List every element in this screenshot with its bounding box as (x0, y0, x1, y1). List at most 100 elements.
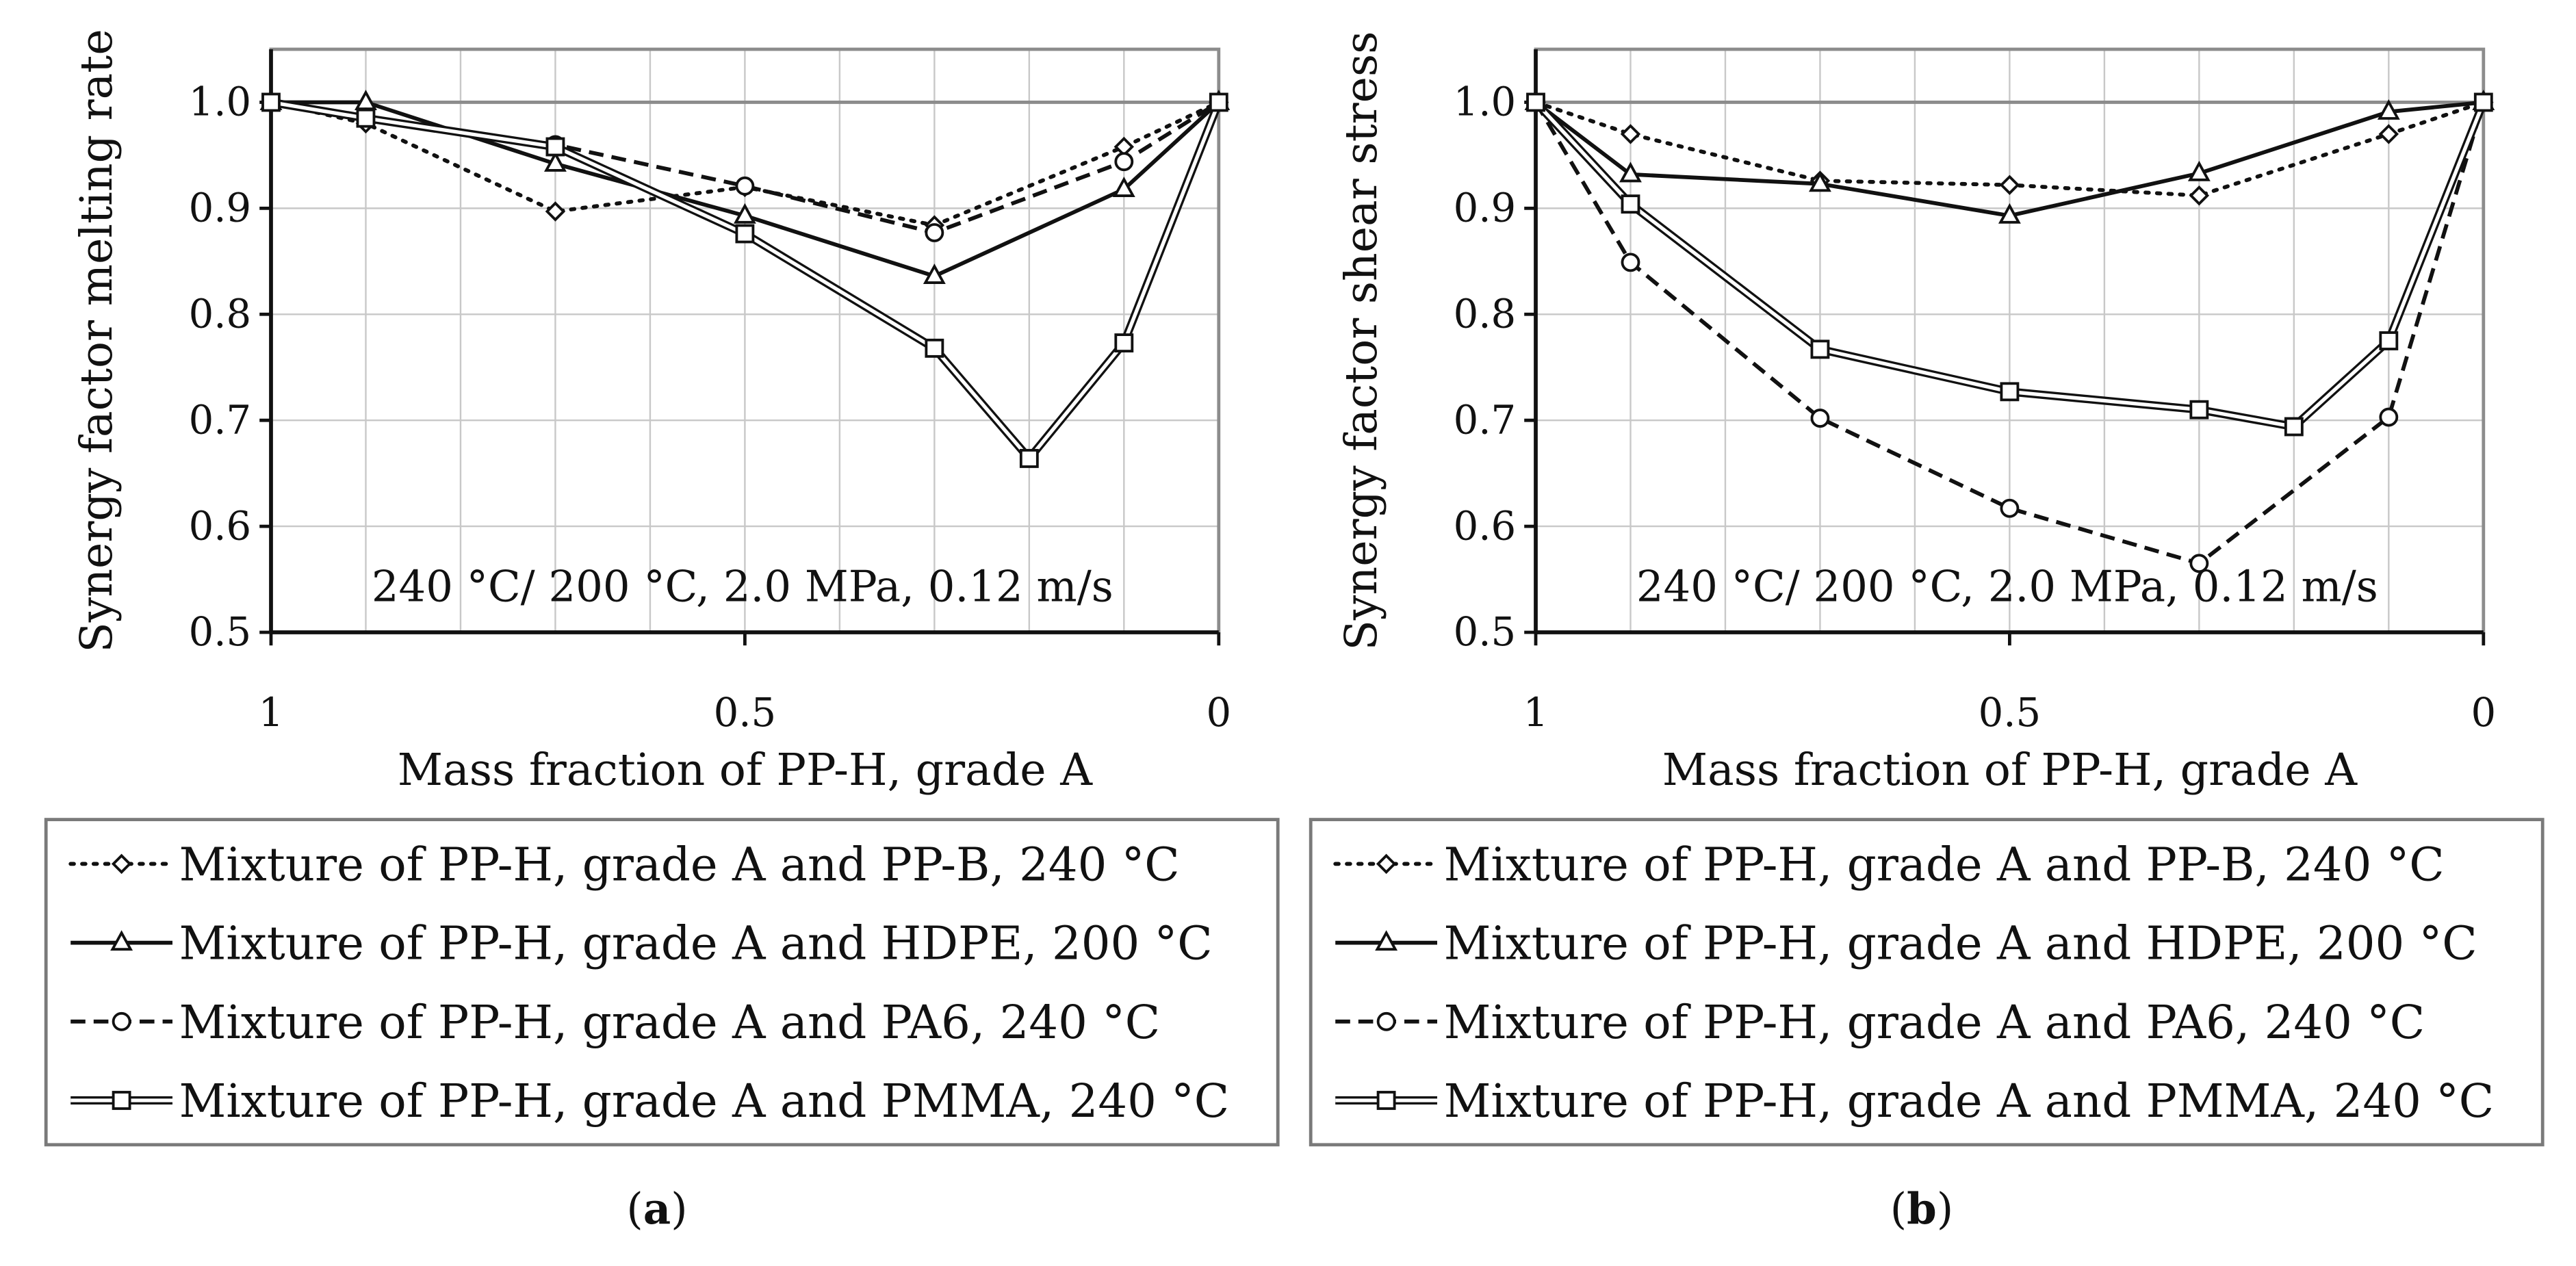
chart-a-y-axis-label: Synergy factor melting rate (71, 29, 123, 652)
legend-b: Mixture of PP-H, grade A and PP-B, 240 °… (1309, 818, 2545, 1147)
chart-b-legend-label-3: Mixture of PP-H, grade A and PA6, 240 °C (1444, 996, 2425, 1049)
chart-b-legend-label-1: Mixture of PP-H, grade A and PP-B, 240 °… (1444, 838, 2445, 891)
chart-b-legend-item-2: Mixture of PP-H, grade A and HDPE, 200 °… (1335, 917, 2477, 970)
chart-b-series-1-point (2189, 185, 2210, 206)
panel-label-b: (b) (1890, 1185, 1954, 1235)
chart-a-y-tick-label: 1.0 (189, 79, 252, 125)
legend-b-svg: Mixture of PP-H, grade A and PP-B, 240 °… (1333, 838, 2494, 1128)
chart-b-annotation: 240 °C/ 200 °C, 2.0 MPa, 0.12 m/s (1636, 561, 2378, 611)
chart-b-series-3-point (2000, 498, 2020, 518)
chart-b-x-tick-label: 0.5 (1979, 690, 2042, 736)
chart-b-series-3-point (1810, 409, 1830, 428)
chart-b-y-tick-label: 1.0 (1454, 79, 1517, 125)
chart-b-series-4 (1526, 92, 2493, 437)
chart-a-legend-item-3: Mixture of PP-H, grade A and PA6, 240 °C (70, 996, 1160, 1049)
chart-b-legend-label-2: Mixture of PP-H, grade A and HDPE, 200 °… (1444, 917, 2477, 970)
chart-a-series-2-point (1112, 177, 1135, 198)
chart-a-series-3-point (1114, 152, 1134, 172)
chart-a-series-4-line-inner (270, 100, 1221, 461)
chart-b-series-2-point (1619, 162, 1642, 183)
chart-a-series-2-point (923, 263, 946, 285)
chart-a-y-tick-label: 0.9 (189, 185, 252, 231)
chart-a-legend-item-4: Mixture of PP-H, grade A and PMMA, 240 °… (70, 1074, 1229, 1128)
chart-a-x-tick-label: 0 (1206, 690, 1231, 736)
chart-b-legend-swatch-marker-2 (1375, 930, 1398, 951)
chart-a-series-2-point (543, 151, 567, 172)
chart-b-legend-label-4: Mixture of PP-H, grade A and PMMA, 240 °… (1444, 1074, 2495, 1128)
chart-a-legend-label-4: Mixture of PP-H, grade A and PMMA, 240 °… (179, 1074, 1230, 1128)
chart-a-legend-label-1: Mixture of PP-H, grade A and PP-B, 240 °… (179, 838, 1180, 891)
panel-label-b-letter: b (1907, 1185, 1937, 1235)
chart-a-series-4-point (925, 338, 944, 358)
chart-a-series-4-point (261, 92, 281, 112)
chart-a-legend-label-2: Mixture of PP-H, grade A and HDPE, 200 °… (179, 917, 1213, 970)
chart-a-series-4-point (545, 137, 565, 157)
chart-b-series-4-point (2000, 382, 2020, 402)
chart-a-series-4-point (1209, 92, 1228, 112)
chart-b-series-1-point (1620, 124, 1641, 144)
chart-b-y-tick-label: 0.9 (1454, 185, 1517, 231)
chart-b-series-2-point (1998, 203, 2021, 224)
chart-b-series-1-point (1999, 175, 2020, 195)
chart-b-y-axis-label: Synergy factor shear stress (1336, 31, 1387, 651)
chart-a-series-1-point (545, 201, 566, 222)
chart-b-series-2-point (2377, 99, 2400, 120)
chart-a-legend-swatch-marker-1 (111, 853, 132, 875)
chart-a-series-4-point (1019, 449, 1039, 468)
legend-a-svg: Mixture of PP-H, grade A and PP-B, 240 °… (68, 838, 1229, 1128)
chart-b-series-3-point (1621, 253, 1640, 272)
chart-b-legend-swatch-marker-4 (1376, 1091, 1396, 1110)
panel-label-a: (a) (626, 1185, 688, 1235)
chart-a-x-axis-label: Mass fraction of PP-H, grade A (398, 745, 1093, 796)
chart-b-series-4-point (1810, 339, 1830, 359)
chart-b-series-4-point (1526, 92, 1545, 112)
chart-a-legend-swatch-marker-4 (112, 1091, 131, 1110)
chart-a-legend-swatch-marker-2 (110, 930, 133, 951)
chart-b-y-tick-label: 0.5 (1454, 609, 1517, 655)
chart-a-legend-item-1: Mixture of PP-H, grade A and PP-B, 240 °… (68, 838, 1180, 891)
chart-b-series-4-point (2379, 331, 2399, 350)
chart-b-y-tick-label: 0.6 (1454, 503, 1517, 549)
chart-b-x-tick-label: 1 (1523, 690, 1549, 736)
chart-b-x-tick-label: 0 (2471, 690, 2496, 736)
chart-b-series-4-point (2189, 400, 2209, 419)
chart-a-legend-item-2: Mixture of PP-H, grade A and HDPE, 200 °… (70, 917, 1213, 970)
chart-a-series-2-point (733, 203, 756, 224)
panel-label-a-letter: a (643, 1185, 671, 1235)
chart-a-series-3-point (735, 176, 755, 196)
chart-a-series-3-point (925, 223, 944, 242)
chart-a-annotation: 240 °C/ 200 °C, 2.0 MPa, 0.12 m/s (372, 561, 1113, 611)
chart-b-y-tick-label: 0.8 (1454, 291, 1517, 337)
chart-a-y-tick-label: 0.7 (189, 397, 252, 443)
chart-b-y-tick-label: 0.7 (1454, 397, 1517, 443)
chart-a-y-tick-label: 0.5 (189, 609, 252, 655)
chart-b-series-4-line-inner (1534, 101, 2486, 429)
chart-a-y-tick-label: 0.8 (189, 291, 252, 337)
chart-a-series-4-point (735, 224, 755, 244)
chart-a-series-4-point (356, 108, 376, 128)
chart-a-legend-label-3: Mixture of PP-H, grade A and PA6, 240 °C (179, 996, 1161, 1049)
chart-b-series-2-point (1808, 171, 1831, 192)
chart-b-series-2-point (2187, 160, 2211, 181)
chart-b-x-axis-label: Mass fraction of PP-H, grade A (1662, 745, 2358, 796)
chart-b-series-3-point (2189, 554, 2209, 573)
chart-b-legend-item-4: Mixture of PP-H, grade A and PMMA, 240 °… (1335, 1074, 2494, 1128)
chart-b-legend-swatch-marker-1 (1376, 853, 1397, 875)
chart-b-series-4-point (2284, 417, 2304, 437)
chart-b-legend-item-3: Mixture of PP-H, grade A and PA6, 240 °C (1335, 996, 2425, 1049)
chart-b-series-4-point (2473, 92, 2493, 112)
chart-a-y-tick-label: 0.6 (189, 503, 252, 549)
legend-a: Mixture of PP-H, grade A and PP-B, 240 °… (44, 818, 1280, 1147)
figure-stage: 0.5 0.6 0.7 0.8 0.9 1.0 1 0.5 0 Mass fraction of … (0, 0, 2545, 1235)
chart-b-series-3-point (2379, 407, 2399, 427)
chart-b-grid (1534, 49, 2485, 633)
chart-b-legend-swatch-marker-3 (1376, 1011, 1396, 1031)
chart-a-x-tick-label: 0.5 (714, 690, 777, 736)
chart-a-x-tick-label: 1 (259, 690, 284, 736)
chart-a-legend-swatch-marker-3 (112, 1011, 131, 1031)
chart-b-series-1-point (2378, 124, 2399, 144)
chart-a-series-4 (261, 92, 1228, 468)
